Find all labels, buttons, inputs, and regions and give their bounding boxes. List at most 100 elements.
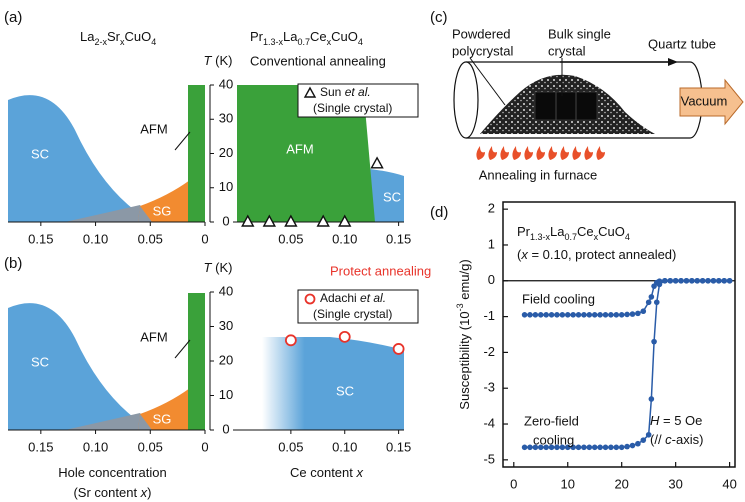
data-point: [576, 312, 582, 318]
subscript: 0.7: [297, 37, 310, 47]
data-point: [543, 312, 549, 318]
y-tick-label: 1: [488, 236, 495, 251]
y-tick-label: -1: [483, 308, 495, 323]
data-point: [635, 311, 641, 317]
italic-run: x: [356, 465, 364, 480]
data-point: [522, 445, 528, 451]
data-point: [597, 445, 603, 451]
subscript: 4: [358, 37, 363, 47]
x-tick-label: 0.10: [83, 439, 108, 454]
data-point: [372, 158, 383, 168]
text-run: = 5 Oe: [659, 413, 702, 428]
y-tick-label: 20: [219, 145, 233, 160]
data-point: [646, 432, 652, 438]
text-run: CuO: [598, 224, 625, 239]
y-tick-label: 0: [222, 421, 229, 436]
subscript: 0.7: [564, 232, 577, 242]
diagram-label: crystal: [548, 43, 586, 58]
text-run: (K): [212, 260, 233, 275]
subscript: 4: [625, 232, 630, 242]
text-run: Sun: [320, 85, 345, 99]
y-tick-label: 10: [219, 179, 233, 194]
text-run: La: [550, 224, 565, 239]
data-point: [673, 278, 679, 284]
data-point: [721, 278, 727, 284]
annealing-setup: [454, 58, 743, 160]
y-tick-label: -5: [483, 451, 495, 466]
text-run: Pr: [517, 224, 531, 239]
data-point: [581, 312, 587, 318]
annotation: H = 5 Oe: [650, 413, 702, 428]
diagram-label: polycrystal: [452, 43, 514, 58]
chart-title: Pr1.3-xLa0.7CexCuO4: [517, 224, 630, 242]
y-tick-label: 0: [488, 272, 495, 287]
x-tick-label: 0.10: [332, 439, 357, 454]
region-label: SG: [153, 411, 172, 426]
x-tick-label: 0: [510, 476, 517, 491]
x-tick-label: 20: [614, 476, 628, 491]
data-point: [587, 312, 593, 318]
text-run: (//: [650, 432, 665, 447]
series-label: cooling: [533, 432, 574, 447]
data-point: [630, 311, 636, 317]
data-point: [694, 278, 700, 284]
data-point: [640, 308, 646, 314]
x-tick-label: 0.05: [138, 439, 163, 454]
legend-label: Sun et al.: [320, 85, 371, 99]
data-point: [700, 278, 706, 284]
data-point: [560, 312, 566, 318]
text-run: -axis): [672, 432, 704, 447]
data-point: [394, 344, 404, 354]
x-tick-label: 0.05: [278, 439, 303, 454]
chart-subtitle: Conventional annealing: [250, 53, 386, 68]
data-point: [649, 294, 655, 300]
text-run: CuO: [124, 29, 151, 44]
x-tick-label: 0: [201, 231, 208, 246]
data-point: [657, 282, 663, 288]
data-point: [587, 445, 593, 451]
y-tick-label: 20: [219, 352, 233, 367]
diagram-label: Vacuum: [681, 93, 728, 108]
chart-title: Pr1.3-xLa0.7CexCuO4: [250, 29, 363, 47]
text-run: Adachi: [320, 291, 360, 305]
data-point: [705, 278, 711, 284]
data-point: [565, 312, 571, 318]
x-tick-label: 0.10: [332, 231, 357, 246]
data-point: [592, 312, 598, 318]
diagram-label: Bulk single: [548, 26, 611, 41]
figure: (a)(b)(c)(d)La2-xSrxCuO40.150.100.050SCS…: [0, 0, 745, 502]
diagram-label: Quartz tube: [648, 36, 716, 51]
legend-note: (Single crystal): [313, 307, 392, 321]
chart-subtitle: Protect annealing: [330, 263, 431, 278]
data-point: [597, 312, 603, 318]
x-tick-label: 30: [668, 476, 682, 491]
diagram-caption: Annealing in furnace: [479, 167, 598, 182]
data-point: [630, 443, 636, 449]
superscript: -3: [455, 303, 465, 311]
x-tick-label: 0.05: [138, 231, 163, 246]
region-label: SC: [31, 146, 49, 161]
data-point: [340, 332, 350, 342]
region-label: SG: [153, 203, 172, 218]
y-axis-label: Susceptibility (10-3 emu/g): [455, 259, 472, 409]
text-run: La: [80, 29, 95, 44]
data-point: [646, 299, 652, 305]
data-point: [619, 312, 625, 318]
legend-note: (Single crystal): [313, 101, 392, 115]
y-tick-label: 40: [219, 283, 233, 298]
data-point: [654, 299, 660, 305]
text-run: CuO: [331, 29, 358, 44]
y-tick-label: 30: [219, 111, 233, 126]
data-point: [576, 445, 582, 451]
y-tick-label: 10: [219, 387, 233, 402]
x-axis-label: Ce content x: [290, 465, 364, 480]
data-point: [570, 312, 576, 318]
x-tick-label: 0.10: [83, 231, 108, 246]
series-label: Field cooling: [522, 291, 595, 306]
x-axis-label: Hole concentration: [58, 465, 166, 480]
chart-title: La2-xSrxCuO4: [80, 29, 156, 47]
panel-label: (c): [430, 9, 448, 26]
data-point: [549, 312, 555, 318]
y-tick-label: 2: [488, 201, 495, 216]
text-run: (Sr content: [73, 485, 140, 500]
